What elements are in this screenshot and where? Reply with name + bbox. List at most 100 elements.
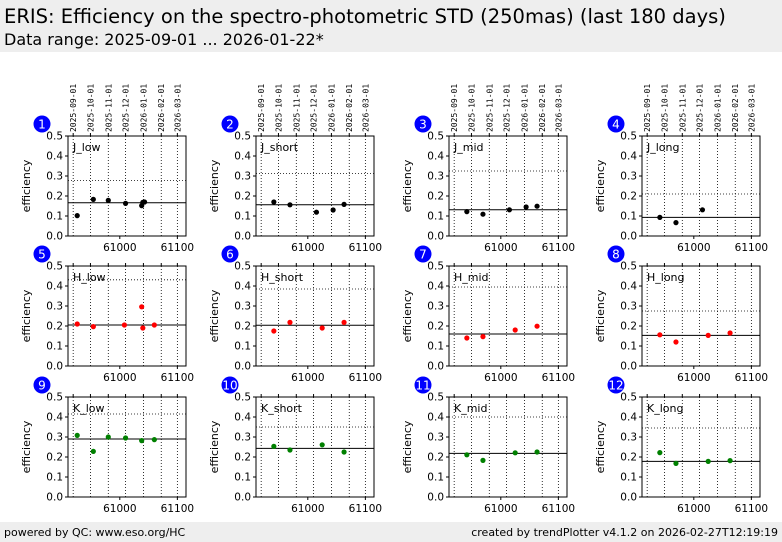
y-tick-label: 0.4 bbox=[620, 281, 637, 293]
plot-frame bbox=[641, 135, 761, 237]
data-point bbox=[506, 207, 513, 213]
date-tick-label: 2025-09-01 bbox=[643, 84, 652, 132]
y-tick-label: 0.2 bbox=[46, 321, 63, 333]
y-tick-label: 0.3 bbox=[620, 301, 637, 313]
panel-label: H_mid bbox=[454, 271, 489, 284]
y-tick-label: 0.0 bbox=[427, 492, 444, 504]
data-point bbox=[151, 437, 157, 443]
y-tick-label: 0.4 bbox=[234, 281, 251, 293]
panel-number-badge bbox=[33, 245, 51, 263]
y-tick-label: 0.4 bbox=[234, 412, 251, 424]
y-axis-label: efficiency bbox=[594, 289, 607, 342]
panel-number: 7 bbox=[419, 248, 427, 262]
data-point bbox=[139, 304, 145, 310]
data-point bbox=[90, 448, 96, 454]
chart-panel-k-short: 0.0 0.1 0.2 0.3 0.4 0.5 efficiency 61000 61100 K_… bbox=[208, 376, 382, 515]
x-tick-label: 61000 bbox=[291, 242, 324, 254]
plot-frame bbox=[255, 135, 375, 237]
data-point bbox=[121, 322, 128, 328]
x-tick-label: 61100 bbox=[735, 503, 768, 515]
y-tick-label: 0.1 bbox=[620, 211, 637, 223]
data-point bbox=[139, 438, 145, 444]
y-tick-label: 0.5 bbox=[620, 261, 637, 273]
panel-number: 3 bbox=[419, 118, 427, 132]
chart-panel-k-mid: 0.0 0.1 0.2 0.3 0.4 0.5 efficiency 61000 61100 K_… bbox=[401, 376, 575, 515]
x-tick-label: 61100 bbox=[349, 372, 382, 384]
y-tick-label: 0.3 bbox=[46, 171, 63, 183]
data-point bbox=[464, 209, 470, 215]
date-tick-label: 2025-09-01 bbox=[450, 84, 459, 132]
data-range-subtitle: Data range: 2025-09-01 ... 2026-01-22* bbox=[4, 30, 324, 49]
x-tick-label: 61000 bbox=[291, 372, 324, 384]
y-tick-label: 0.1 bbox=[427, 211, 444, 223]
y-tick-label: 0.4 bbox=[427, 281, 444, 293]
y-tick-label: 0.5 bbox=[234, 131, 251, 143]
x-tick-label: 61100 bbox=[735, 242, 768, 254]
data-point bbox=[657, 450, 663, 456]
y-tick-label: 0.3 bbox=[427, 432, 444, 444]
x-tick-label: 61100 bbox=[161, 372, 194, 384]
panel-number: 12 bbox=[608, 379, 623, 393]
y-tick-label: 0.5 bbox=[234, 392, 251, 404]
y-tick-label: 0.4 bbox=[620, 151, 637, 163]
data-point bbox=[480, 457, 486, 463]
x-tick-label: 61100 bbox=[349, 503, 382, 515]
data-point bbox=[512, 450, 518, 456]
panel-number-badge bbox=[414, 376, 432, 394]
data-point bbox=[140, 325, 146, 331]
footer-created-by: created by trendPlotter v4.1.2 on 2026-0… bbox=[471, 526, 778, 539]
y-axis-label: efficiency bbox=[594, 159, 607, 212]
y-tick-label: 0.3 bbox=[620, 432, 637, 444]
y-tick-label: 0.4 bbox=[46, 151, 63, 163]
date-tick-label: 2026-02-01 bbox=[731, 84, 740, 132]
data-point bbox=[534, 449, 540, 455]
data-point bbox=[657, 332, 663, 338]
date-tick-label: 2026-01-01 bbox=[713, 84, 722, 132]
report-header: ERIS: Efficiency on the spectro-photomet… bbox=[0, 0, 782, 52]
y-tick-label: 0.1 bbox=[620, 472, 637, 484]
chart-panel-h-low: 0.0 0.1 0.2 0.3 0.4 0.5 efficiency 61000 61100 H_… bbox=[20, 245, 194, 384]
date-tick-label: 2025-10-01 bbox=[274, 84, 283, 132]
data-point bbox=[74, 213, 80, 219]
y-tick-label: 0.5 bbox=[427, 392, 444, 404]
y-tick-label: 0.1 bbox=[234, 341, 251, 353]
data-point bbox=[727, 458, 733, 464]
chart-panel-j-long: 0.0 0.1 0.2 0.3 0.4 0.5 efficiency 61000 61100 20… bbox=[594, 84, 768, 254]
x-tick-label: 61000 bbox=[677, 503, 710, 515]
date-tick-label: 2025-11-01 bbox=[292, 84, 301, 132]
y-tick-label: 0.0 bbox=[46, 231, 63, 243]
panel-number: 1 bbox=[38, 118, 46, 132]
date-tick-label: 2025-10-01 bbox=[660, 84, 669, 132]
footer-powered-by[interactable]: powered by QC: www.eso.org/HC bbox=[4, 526, 186, 539]
x-tick-label: 61000 bbox=[103, 503, 136, 515]
report-footer: powered by QC: www.eso.org/HC created by… bbox=[0, 522, 782, 542]
y-tick-label: 0.0 bbox=[427, 361, 444, 373]
y-tick-label: 0.0 bbox=[620, 492, 637, 504]
y-tick-label: 0.5 bbox=[46, 392, 63, 404]
chart-panel-j-short: 0.0 0.1 0.2 0.3 0.4 0.5 efficiency 61000 61100 20… bbox=[208, 84, 382, 254]
plot-frame bbox=[448, 135, 568, 237]
y-tick-label: 0.3 bbox=[234, 171, 251, 183]
y-tick-label: 0.0 bbox=[46, 361, 63, 373]
panel-number: 8 bbox=[612, 248, 620, 262]
y-tick-label: 0.4 bbox=[46, 281, 63, 293]
y-tick-label: 0.3 bbox=[234, 301, 251, 313]
panel-label: K_long bbox=[647, 402, 683, 415]
y-tick-label: 0.1 bbox=[46, 341, 63, 353]
data-point bbox=[90, 324, 96, 330]
x-tick-label: 61000 bbox=[677, 372, 710, 384]
y-axis-label: efficiency bbox=[20, 289, 33, 342]
data-point bbox=[464, 335, 470, 341]
data-point bbox=[319, 325, 325, 331]
x-tick-label: 61000 bbox=[103, 372, 136, 384]
plot-frame bbox=[67, 135, 187, 237]
plot-frame bbox=[448, 265, 568, 367]
data-point bbox=[464, 452, 470, 458]
data-point bbox=[319, 442, 325, 448]
y-tick-label: 0.5 bbox=[427, 261, 444, 273]
panel-label: J_mid bbox=[453, 141, 484, 154]
date-tick-label: 2025-10-01 bbox=[86, 84, 95, 132]
y-tick-label: 0.3 bbox=[427, 171, 444, 183]
chart-panel-h-short: 0.0 0.1 0.2 0.3 0.4 0.5 efficiency 61000 61100 H_… bbox=[208, 245, 382, 384]
y-axis-label: efficiency bbox=[401, 420, 414, 473]
